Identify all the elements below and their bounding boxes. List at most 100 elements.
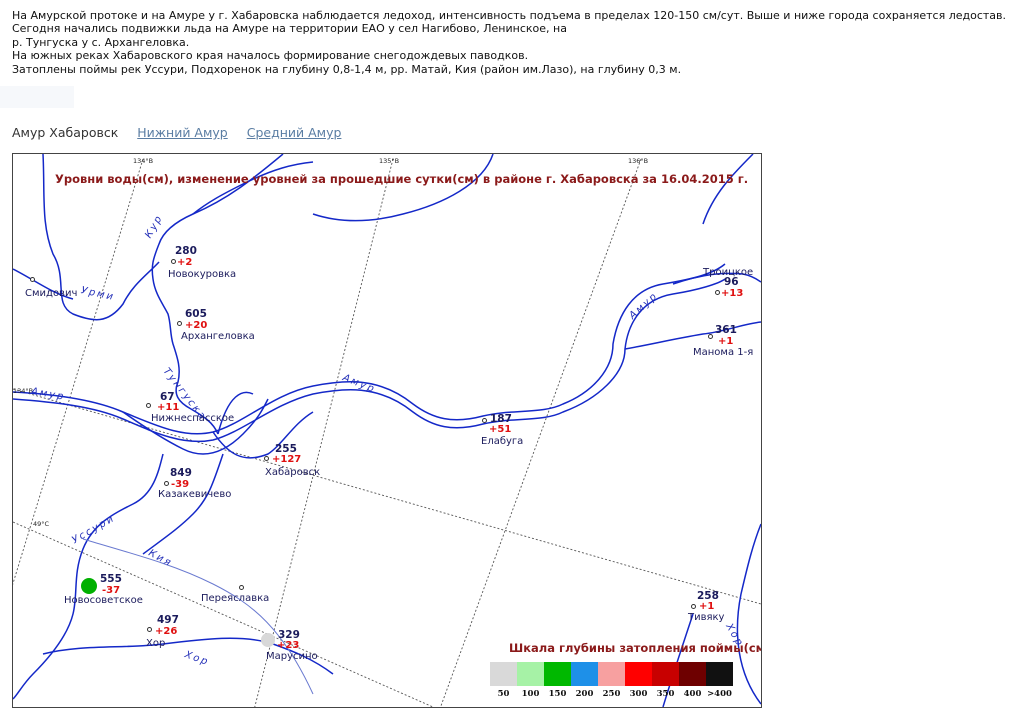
blank-panel	[0, 86, 74, 108]
station-level: 255	[275, 443, 297, 455]
river-trib-east	[672, 272, 761, 285]
station-level: 361	[715, 324, 737, 336]
river-tunguska	[217, 391, 254, 435]
flood-bulletin: На Амурской протоке и на Амуре у г. Хаба…	[12, 9, 1022, 76]
station-dot	[708, 334, 713, 339]
grid-label-49: 49°С	[33, 520, 50, 528]
scale-label: 100	[521, 689, 540, 699]
flood-marker-novosovetskoe	[81, 578, 97, 594]
river-trib-nw	[192, 161, 314, 215]
station-dot	[164, 481, 169, 486]
grid-label-135: 135°В	[379, 157, 400, 165]
station-level: 605	[185, 308, 207, 320]
place-dot-smidovich	[30, 277, 35, 282]
station-change: +26	[155, 626, 178, 637]
station-name: Архангеловка	[181, 331, 255, 342]
river-khor	[42, 637, 334, 675]
meridian-134	[13, 158, 144, 585]
place-smidovich: Смидович	[25, 288, 78, 299]
bulletin-line: На Амурской протоке и на Амуре у г. Хаба…	[12, 9, 1007, 22]
parallel-lower	[13, 521, 434, 707]
river-tivyaku	[662, 613, 694, 707]
station-name: Тивяку	[688, 612, 725, 623]
station-name: Казакевичево	[158, 489, 232, 500]
station-change: +13	[721, 288, 744, 299]
scale-swatch	[706, 662, 733, 686]
station-level: 555	[100, 573, 122, 585]
river-kiya	[82, 538, 314, 695]
scale-swatch	[490, 662, 517, 686]
meridian-135	[254, 158, 394, 707]
scale-swatch	[625, 662, 652, 686]
station-name: Хабаровск	[265, 467, 321, 478]
region-tabs: Амур Хабаровск Нижний Амур Средний Амур	[12, 125, 356, 140]
river-kur-west	[42, 154, 160, 321]
map-graphics	[13, 154, 761, 707]
grid-label-134-left: 134°В	[13, 387, 34, 395]
scale-label: 150	[548, 689, 567, 699]
tab-lower-amur[interactable]: Нижний Амур	[137, 125, 228, 140]
scale-label: 250	[602, 689, 621, 699]
station-level: 258	[697, 590, 719, 602]
tab-middle-amur[interactable]: Средний Амур	[246, 125, 342, 140]
station-change: +127	[272, 454, 302, 465]
station-level: 187	[490, 413, 512, 425]
place-dot-pereyaslavka	[239, 585, 244, 590]
station-name: Манома 1-я	[693, 347, 754, 358]
station-change: +23	[277, 640, 300, 651]
scale-swatch	[598, 662, 625, 686]
river-trib-ne	[312, 154, 494, 222]
grid-label-136: 136°В	[628, 157, 649, 165]
station-change: +11	[157, 402, 180, 413]
scale-swatch	[679, 662, 706, 686]
scale-swatch	[652, 662, 679, 686]
scale-label: >400	[707, 689, 732, 699]
station-change: -37	[102, 585, 121, 596]
station-name: Елабуга	[481, 436, 524, 447]
station-dot	[264, 456, 269, 461]
scale-label: 400	[683, 689, 702, 699]
river-trib-manoma	[624, 321, 761, 350]
river-kur	[151, 154, 284, 435]
bulletin-line: Затоплены поймы рек Уссури, Подхоренок н…	[12, 62, 682, 76]
river-trib-far-ne	[702, 154, 754, 225]
station-level: 67	[160, 391, 175, 403]
flood-scale-swatches	[490, 662, 733, 686]
flood-marker-marusino	[261, 633, 275, 647]
scale-label: 50	[497, 689, 510, 699]
station-dot	[147, 627, 152, 632]
river-ussuri	[13, 453, 164, 700]
bulletin-line: Сегодня начались подвижки льда на Амуре …	[12, 22, 567, 36]
flood-scale-title: Шкала глубины затопления поймы(см)	[509, 641, 762, 655]
station-change: +2	[177, 257, 193, 268]
station-name: Нижнеспасское	[151, 413, 235, 424]
map-title: Уровни воды(см), изменение уровней за пр…	[55, 172, 749, 186]
station-dot	[691, 604, 696, 609]
water-level-map: Уровни воды(см), изменение уровней за пр…	[12, 153, 762, 708]
station-level: 96	[724, 276, 739, 288]
river-urmi	[13, 268, 74, 300]
station-dot	[715, 290, 720, 295]
station-change: +20	[185, 320, 208, 331]
station-level: 329	[278, 629, 300, 641]
station-name: Новокуровка	[168, 269, 237, 280]
station-dot	[482, 418, 487, 423]
station-name: Троицкое	[703, 267, 754, 278]
tab-amur-khabarovsk[interactable]: Амур Хабаровск	[12, 125, 119, 140]
river-amur-south	[13, 278, 726, 443]
scale-label: 350	[656, 689, 675, 699]
river-ussuri-east	[142, 453, 224, 555]
parallel-upper	[13, 388, 761, 605]
flood-scale-labels: 50 100 150 200 250 300 350 400 >400	[490, 689, 733, 699]
river-amur-channel	[122, 398, 269, 455]
station-level: 280	[175, 245, 197, 257]
station-dot	[146, 403, 151, 408]
station-name: Новосоветское	[64, 595, 143, 606]
station-dot	[177, 321, 182, 326]
scale-swatch	[517, 662, 544, 686]
place-pereyaslavka: Переяславка	[201, 593, 270, 604]
station-change: -39	[171, 479, 190, 490]
river-amur-north	[13, 263, 726, 435]
river-channel-east	[212, 411, 314, 459]
station-name: Хор	[146, 638, 166, 649]
